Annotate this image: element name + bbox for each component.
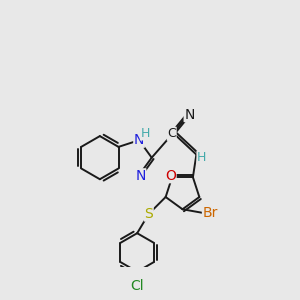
Text: N: N <box>134 133 144 147</box>
Text: Br: Br <box>202 206 218 220</box>
Text: O: O <box>165 169 176 183</box>
Text: N: N <box>184 107 195 122</box>
Text: C: C <box>167 127 176 140</box>
Text: S: S <box>144 207 153 221</box>
Text: Cl: Cl <box>130 279 144 292</box>
Text: H: H <box>140 127 150 140</box>
Text: N: N <box>135 169 146 183</box>
Text: H: H <box>197 151 206 164</box>
